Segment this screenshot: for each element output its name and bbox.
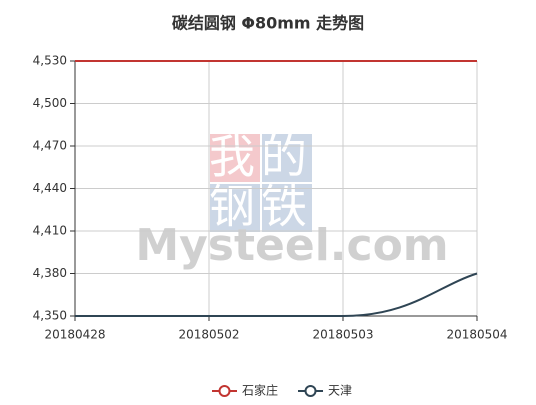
y-tick-label: 4,440	[33, 181, 67, 195]
x-tick-label: 20180503	[312, 328, 373, 342]
series-line	[74, 272, 478, 318]
x-tick-label: 20180428	[44, 328, 105, 342]
x-tick-label: 20180504	[446, 328, 507, 342]
watermark-logo: 我的	[209, 130, 313, 184]
legend-item[interactable]: 天津	[298, 384, 352, 398]
watermark-box	[262, 134, 312, 182]
y-tick-label: 4,530	[33, 54, 67, 68]
legend-label: 石家庄	[242, 383, 278, 398]
watermark-box	[262, 184, 312, 232]
y-tick-label: 4,410	[33, 224, 67, 238]
y-tick-label: 4,350	[33, 309, 67, 323]
watermark-box	[210, 134, 260, 182]
watermark: 我的 钢铁 Mysteel.com	[135, 130, 448, 272]
legend-label: 天津	[328, 384, 352, 398]
legend-swatch	[304, 385, 317, 397]
legend-swatch	[218, 385, 231, 397]
y-tick-label: 4,380	[33, 266, 67, 280]
y-tick-label: 4,470	[33, 139, 67, 153]
legend-item[interactable]: 石家庄	[212, 383, 278, 398]
x-tick-label: 20180502	[178, 328, 239, 342]
watermark-box	[210, 184, 260, 232]
chart-title: 碳结圆钢 Φ80mm 走势图	[172, 14, 364, 33]
watermark-site: Mysteel.com	[135, 220, 448, 271]
y-tick-label: 4,500	[33, 96, 67, 110]
